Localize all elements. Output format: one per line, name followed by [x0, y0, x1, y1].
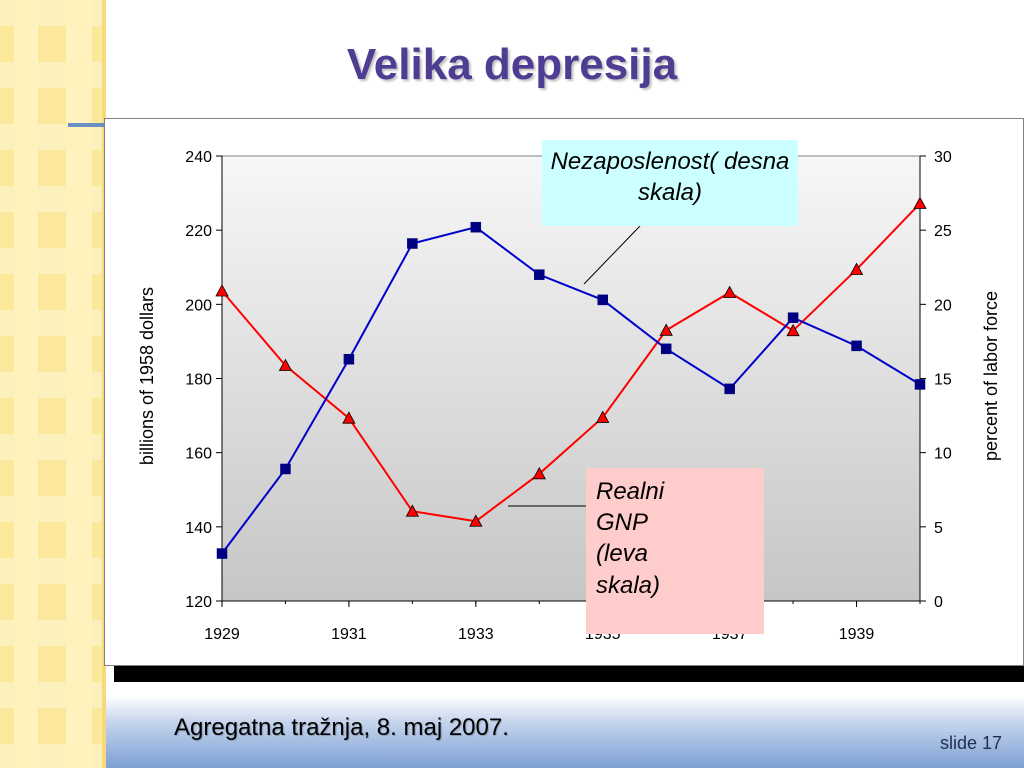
unemployment-point: [407, 238, 418, 249]
unemployment-point: [597, 294, 608, 306]
unemployment-point: [914, 379, 926, 390]
y-tick-label-left: 140: [185, 520, 212, 537]
y-tick-label-right: 15: [934, 372, 952, 389]
unemployment-point: [470, 221, 482, 233]
gnp-callout-line: GNP: [596, 509, 649, 537]
y-tick-label-left: 160: [185, 446, 212, 463]
unemployment-point: [851, 340, 862, 352]
gnp-point: [913, 196, 927, 209]
y-tick-label-left: 180: [185, 372, 212, 389]
gnp-point: [405, 504, 420, 517]
left-decorative-stripes: [0, 0, 106, 768]
gnp-callout-line: (leva: [596, 540, 649, 568]
gnp-point: [659, 323, 673, 336]
x-tick-label: 1939: [839, 626, 875, 643]
y-axis-label-right: percent of labor force: [981, 291, 1001, 461]
slide-number: slide 17: [939, 733, 1002, 753]
unemployment-callout: Nezaposlenost( desna skala): [542, 140, 798, 226]
gnp-callout: Realni GNP (leva skala): [586, 468, 764, 634]
gnp-point: [722, 285, 737, 298]
y-tick-label-right: 10: [934, 446, 952, 463]
gnp-point: [786, 323, 800, 337]
y-tick-label-right: 5: [934, 520, 943, 537]
title-rule: [68, 123, 118, 127]
y-tick-label-left: 240: [185, 149, 212, 166]
unemployment-point: [216, 548, 228, 559]
unemployment-point: [343, 353, 355, 365]
unemployment-point: [724, 383, 735, 395]
unemployment-point: [660, 343, 672, 355]
y-tick-label-right: 0: [934, 594, 943, 611]
gnp-point: [469, 514, 483, 527]
gnp-series-line: [221, 202, 921, 523]
unemployment-point: [787, 312, 799, 323]
footer-text: Agregatna tražnja, 8. maj 2007.: [174, 714, 509, 741]
y-tick-label-right: 20: [934, 297, 952, 314]
gnp-point: [215, 284, 229, 297]
y-tick-label-left: 200: [185, 297, 212, 314]
gnp-point: [278, 358, 293, 371]
unemployment-point: [280, 463, 291, 475]
y-tick-label-left: 120: [185, 594, 212, 611]
unemployment-point: [534, 269, 545, 280]
x-tick-label: 1933: [458, 626, 494, 643]
gnp-point: [596, 410, 610, 423]
unemployment-callout-connector: [583, 225, 641, 285]
x-tick-label: 1929: [204, 626, 240, 643]
gnp-point: [849, 262, 864, 275]
gnp-callout-line: skala): [596, 571, 661, 599]
unemployment-series-line: [221, 226, 921, 555]
gnp-point: [532, 466, 546, 480]
y-axis-label-left: billions of 1958 dollars: [137, 287, 157, 465]
footer-band: [106, 696, 1024, 768]
slide-title: Velika depresija: [346, 40, 678, 89]
gnp-point: [342, 411, 356, 424]
x-tick-label: 1931: [331, 626, 367, 643]
y-tick-label-left: 220: [185, 223, 212, 240]
y-tick-label-right: 25: [934, 223, 952, 240]
gnp-callout-line: Realni: [596, 478, 665, 505]
y-tick-label-right: 30: [934, 149, 952, 166]
